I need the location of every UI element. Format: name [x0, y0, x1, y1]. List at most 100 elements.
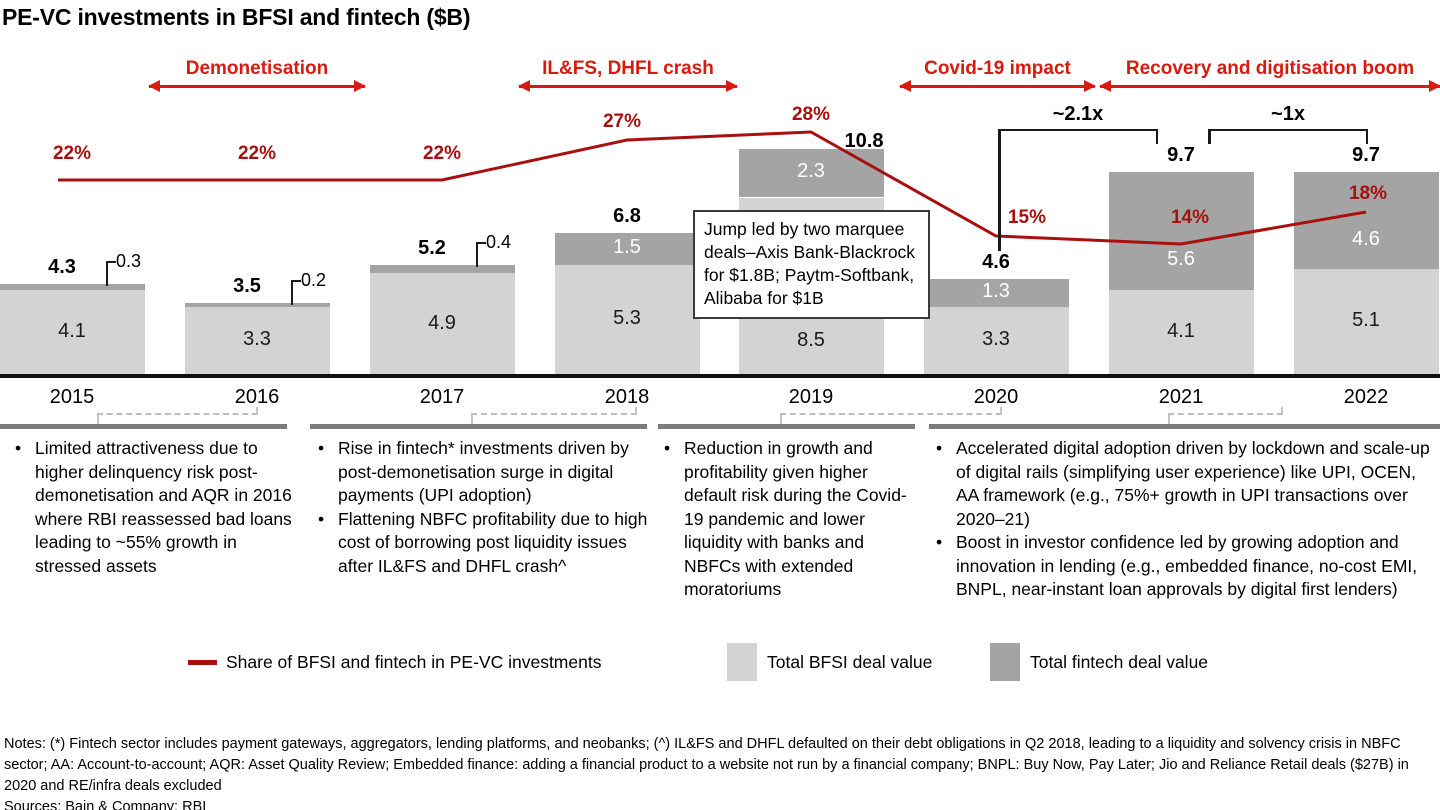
- footnotes: Notes: (*) Fintech sector includes payme…: [4, 734, 1438, 810]
- connector-years-to-insight-1: [97, 407, 258, 426]
- total-value-label-2021: 9.7: [1167, 144, 1195, 167]
- bar-segment-bfsi-2021: [1108, 289, 1254, 376]
- bar-segment-bfsi-2017: [369, 273, 515, 376]
- growth-bracket-2021-2022: ~1x: [1208, 103, 1368, 144]
- fintech-value-label-2020: 1.3: [982, 280, 1010, 303]
- era-label: Recovery and digitisation boom: [1125, 58, 1415, 79]
- total-value-label-2016: 3.5: [233, 274, 261, 297]
- double-arrow-icon: [518, 80, 738, 92]
- bfsi-value-label-2020: 3.3: [982, 328, 1010, 351]
- era-annotation-demonetisation: Demonetisation: [148, 58, 366, 92]
- x-axis-line: [0, 374, 1440, 378]
- bracket-leg: [1365, 131, 1368, 144]
- insight-bullet: Reduction in growth and profitability gi…: [657, 437, 919, 602]
- total-value-label-2017: 5.2: [418, 236, 446, 259]
- x-axis-label-2016: 2016: [234, 386, 280, 408]
- line-swatch-icon: [188, 659, 217, 665]
- bar-segment-bfsi-2015: [0, 289, 145, 376]
- bar-segment-fintech-2021: [1108, 172, 1254, 290]
- insight-bullet: Flattening NBFC profitability due to hig…: [311, 508, 653, 579]
- bfsi-value-label-2015: 4.1: [58, 319, 86, 342]
- bar-segment-fintech-2020: [923, 279, 1069, 307]
- growth-multiple-label: ~1x: [1271, 103, 1305, 125]
- bar-segment-fintech-2017: [369, 264, 515, 274]
- share-pct-label-2016: 22%: [237, 143, 277, 164]
- insight-bullet: Rise in fintech* investments driven by p…: [311, 437, 653, 508]
- legend-item-fintech: Total fintech deal value: [990, 643, 1208, 681]
- total-value-label-2015: 4.3: [48, 255, 76, 278]
- total-value-label-2020: 4.6: [982, 251, 1010, 274]
- fintech-value-label-2016: 0.2: [301, 269, 327, 290]
- fintech-callout-connector-2016: [291, 279, 301, 305]
- era-annotation-covid-impact: Covid-19 impact: [899, 58, 1096, 92]
- era-label: Covid-19 impact: [924, 58, 1071, 79]
- double-arrow-icon: [899, 80, 1096, 92]
- fintech-value-label-2021: 5.6: [1167, 248, 1195, 271]
- bfsi-value-label-2022: 5.1: [1352, 309, 1380, 332]
- connector-years-to-insight-4: [1168, 407, 1283, 426]
- share-pct-label-2017: 22%: [422, 143, 462, 164]
- total-value-label-2022: 9.7: [1352, 144, 1380, 167]
- insight-divider: [929, 424, 1440, 429]
- era-label: IL&FS, DHFL crash: [542, 58, 714, 79]
- x-axis-label-2022: 2022: [1343, 386, 1389, 408]
- bracket-leg: [998, 131, 1001, 251]
- legend-item-bfsi: Total BFSI deal value: [727, 643, 932, 681]
- fintech-value-label-2015: 0.3: [116, 250, 142, 271]
- connector-years-to-insight-3: [780, 407, 1002, 426]
- insight-column-2019-2020: Reduction in growth and profitability gi…: [657, 437, 919, 602]
- total-value-label-2019: 10.8: [844, 130, 884, 153]
- bar-segment-bfsi-2016: [184, 306, 330, 376]
- connector-years-to-insight-2: [471, 407, 637, 426]
- legend-label: Total fintech deal value: [1030, 651, 1209, 672]
- share-pct-label-2018: 27%: [602, 111, 642, 132]
- x-axis-label-2018: 2018: [604, 386, 650, 408]
- share-pct-label-2019: 28%: [791, 104, 831, 125]
- x-axis-label-2017: 2017: [419, 386, 465, 408]
- dark-box-swatch-icon: [990, 643, 1020, 681]
- legend-item-share-line: Share of BFSI and fintech in PE-VC inves…: [188, 643, 601, 681]
- share-pct-label-2015: 22%: [52, 143, 92, 164]
- x-axis-label-2019: 2019: [788, 386, 834, 408]
- bfsi-value-label-2017: 4.9: [428, 311, 456, 334]
- era-annotation-ilfs-dhfl-crash: IL&FS, DHFL crash: [518, 58, 738, 92]
- era-annotation-recovery-boom: Recovery and digitisation boom: [1099, 58, 1440, 92]
- insight-divider: [310, 424, 647, 429]
- x-axis-label-2020: 2020: [973, 386, 1019, 408]
- fintech-value-label-2019: 2.3: [797, 160, 825, 183]
- share-pct-label-2021: 14%: [1170, 207, 1210, 228]
- fintech-value-label-2022: 4.6: [1352, 227, 1380, 250]
- growth-bracket-2020-2021: ~2.1x: [998, 103, 1158, 251]
- bar-segment-fintech-2016: [184, 302, 330, 307]
- insight-column-2017-2018: Rise in fintech* investments driven by p…: [311, 437, 653, 578]
- bfsi-value-label-2021: 4.1: [1167, 319, 1195, 342]
- bracket-leg: [1208, 131, 1211, 144]
- bar-segment-bfsi-2018: [554, 264, 700, 376]
- share-pct-label-2020: 15%: [1007, 207, 1047, 228]
- era-label: Demonetisation: [185, 58, 329, 79]
- insight-column-2015-2016: Limited attractiveness due to higher del…: [8, 437, 293, 578]
- bracket-leg: [1155, 131, 1158, 144]
- insight-divider: [658, 424, 915, 429]
- sources-text: Sources: Bain & Company; RBI: [4, 799, 207, 810]
- notes-text: Notes: (*) Fintech sector includes payme…: [4, 736, 1409, 794]
- total-value-label-2018: 6.8: [613, 205, 641, 228]
- fintech-value-label-2018: 1.5: [613, 235, 641, 258]
- insight-bullet: Limited attractiveness due to higher del…: [8, 437, 293, 578]
- growth-multiple-label: ~2.1x: [1052, 103, 1104, 125]
- bar-segment-bfsi-2020: [923, 306, 1069, 376]
- insight-bullet: Accelerated digital adoption driven by l…: [929, 437, 1440, 531]
- insight-bullet: Boost in investor confidence led by grow…: [929, 531, 1440, 602]
- double-arrow-icon: [148, 80, 366, 92]
- double-arrow-icon: [1099, 80, 1440, 92]
- insight-column-2021-2022: Accelerated digital adoption driven by l…: [929, 437, 1440, 602]
- x-axis-label-2021: 2021: [1158, 386, 1204, 408]
- fintech-callout-connector-2015: [106, 260, 116, 286]
- bfsi-value-label-2018: 5.3: [613, 307, 641, 330]
- legend-label: Total BFSI deal value: [767, 651, 933, 672]
- x-axis-label-2015: 2015: [49, 386, 95, 408]
- bar-segment-fintech-2015: [0, 283, 145, 290]
- bfsi-value-label-2016: 3.3: [243, 328, 271, 351]
- callout-box-2019-deals: Jump led by two marquee deals–Axis Bank-…: [693, 210, 930, 319]
